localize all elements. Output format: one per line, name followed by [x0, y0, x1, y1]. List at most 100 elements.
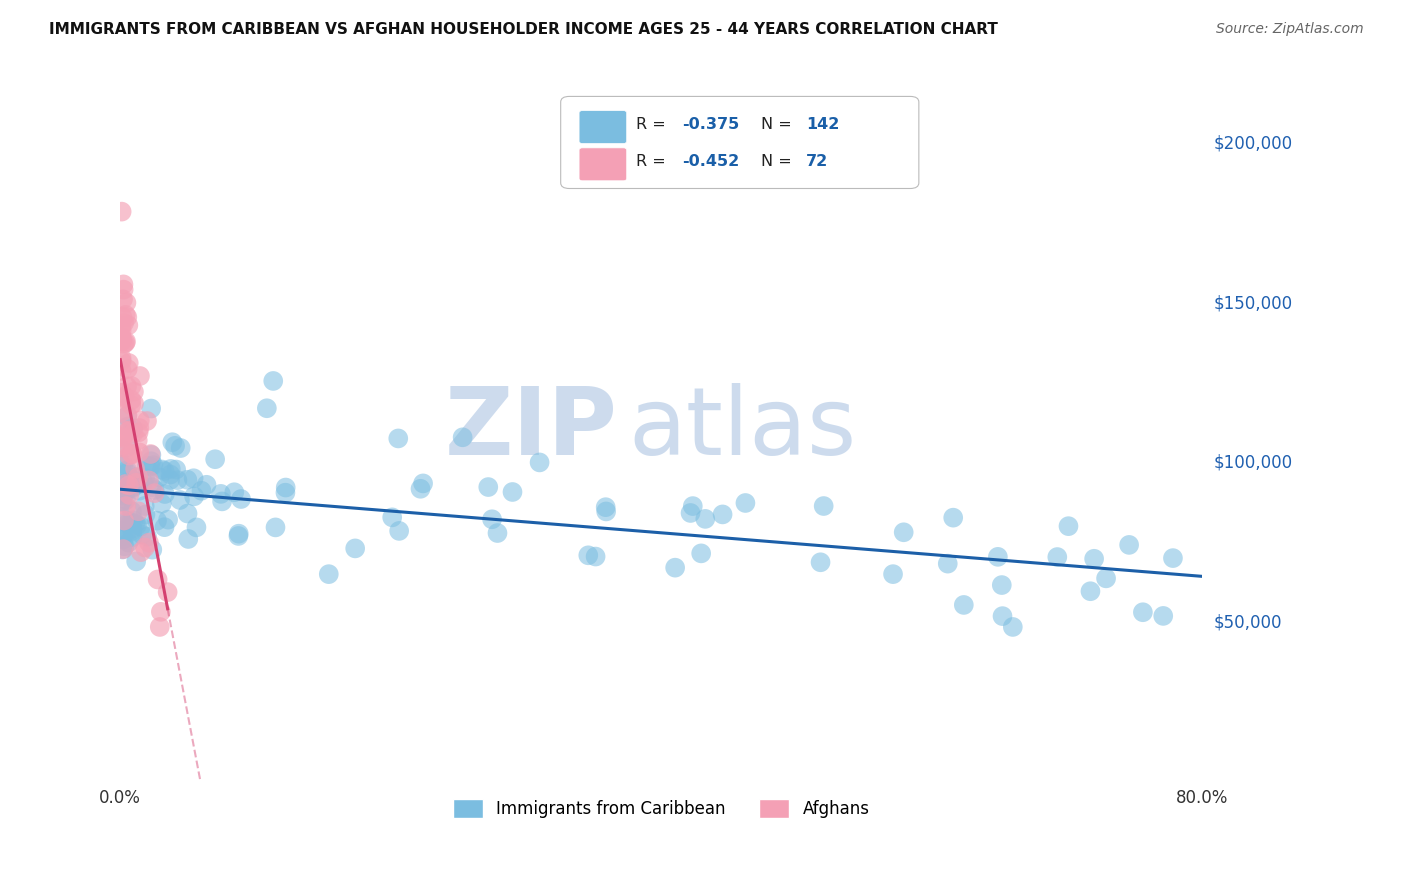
Point	[122, 425, 145, 440]
Point	[111, 509, 134, 524]
Point	[121, 521, 143, 535]
Point	[114, 483, 136, 498]
Point	[111, 404, 134, 418]
Text: -0.375: -0.375	[682, 117, 740, 132]
Point	[112, 533, 135, 547]
Text: R =: R =	[637, 117, 671, 132]
Point	[125, 554, 148, 568]
Point	[127, 470, 149, 484]
Point	[183, 471, 205, 485]
Point	[132, 475, 155, 490]
Point	[148, 470, 170, 484]
Point	[114, 477, 136, 491]
Point	[882, 567, 904, 582]
Point	[111, 293, 134, 307]
Point	[141, 542, 163, 557]
Point	[409, 482, 432, 496]
Point	[953, 598, 976, 612]
Point	[156, 585, 179, 599]
Point	[146, 573, 169, 587]
Point	[149, 605, 172, 619]
Point	[1001, 620, 1024, 634]
Point	[138, 535, 160, 549]
Point	[111, 330, 134, 344]
Point	[111, 391, 134, 405]
Point	[115, 409, 138, 424]
Point	[125, 470, 148, 484]
Point	[136, 530, 159, 544]
Point	[115, 440, 138, 454]
Point	[111, 489, 134, 503]
Point	[121, 379, 143, 393]
Point	[112, 283, 135, 297]
Point	[256, 401, 278, 416]
Point	[121, 524, 143, 538]
Point	[936, 557, 959, 571]
Point	[387, 432, 409, 446]
Point	[114, 539, 136, 553]
Point	[117, 362, 139, 376]
Point	[1080, 584, 1102, 599]
Point	[274, 485, 297, 500]
Point	[117, 318, 139, 333]
Point	[114, 308, 136, 322]
Text: atlas: atlas	[628, 383, 858, 475]
Point	[111, 334, 134, 348]
Point	[111, 319, 134, 334]
Point	[128, 421, 150, 435]
Point	[150, 497, 173, 511]
Point	[129, 369, 152, 384]
Point	[111, 423, 134, 437]
Point	[121, 504, 143, 518]
Point	[529, 455, 551, 469]
Point	[115, 334, 138, 349]
Point	[942, 510, 965, 524]
Point	[112, 514, 135, 528]
Point	[111, 334, 134, 349]
Point	[204, 452, 226, 467]
Point	[117, 516, 139, 531]
Point	[114, 335, 136, 350]
Point	[186, 520, 208, 534]
Point	[112, 390, 135, 404]
Text: 72: 72	[806, 154, 828, 169]
Point	[810, 555, 832, 569]
Text: R =: R =	[637, 154, 671, 169]
Point	[111, 438, 134, 452]
Point	[131, 527, 153, 541]
Point	[141, 401, 163, 416]
Point	[991, 609, 1014, 624]
Point	[112, 277, 135, 292]
Point	[711, 508, 734, 522]
Point	[991, 578, 1014, 592]
Point	[111, 495, 134, 509]
Point	[120, 446, 142, 460]
Point	[111, 530, 134, 544]
Point	[1057, 519, 1080, 533]
FancyBboxPatch shape	[579, 111, 627, 144]
Point	[117, 514, 139, 528]
Point	[115, 492, 138, 507]
Point	[124, 516, 146, 531]
Point	[734, 496, 756, 510]
Point	[111, 354, 134, 368]
Text: 142: 142	[806, 117, 839, 132]
Point	[595, 504, 617, 518]
Point	[111, 487, 134, 501]
Text: ZIP: ZIP	[446, 383, 619, 475]
Point	[451, 430, 474, 444]
Point	[111, 458, 134, 472]
Point	[117, 535, 139, 549]
Point	[153, 464, 176, 478]
Point	[117, 419, 139, 434]
Point	[139, 459, 162, 474]
Point	[125, 518, 148, 533]
Point	[121, 530, 143, 544]
Point	[209, 487, 232, 501]
Point	[1132, 605, 1154, 619]
Point	[120, 476, 142, 491]
Point	[153, 487, 176, 501]
Point	[112, 316, 135, 330]
Point	[115, 295, 138, 310]
Point	[165, 439, 187, 453]
